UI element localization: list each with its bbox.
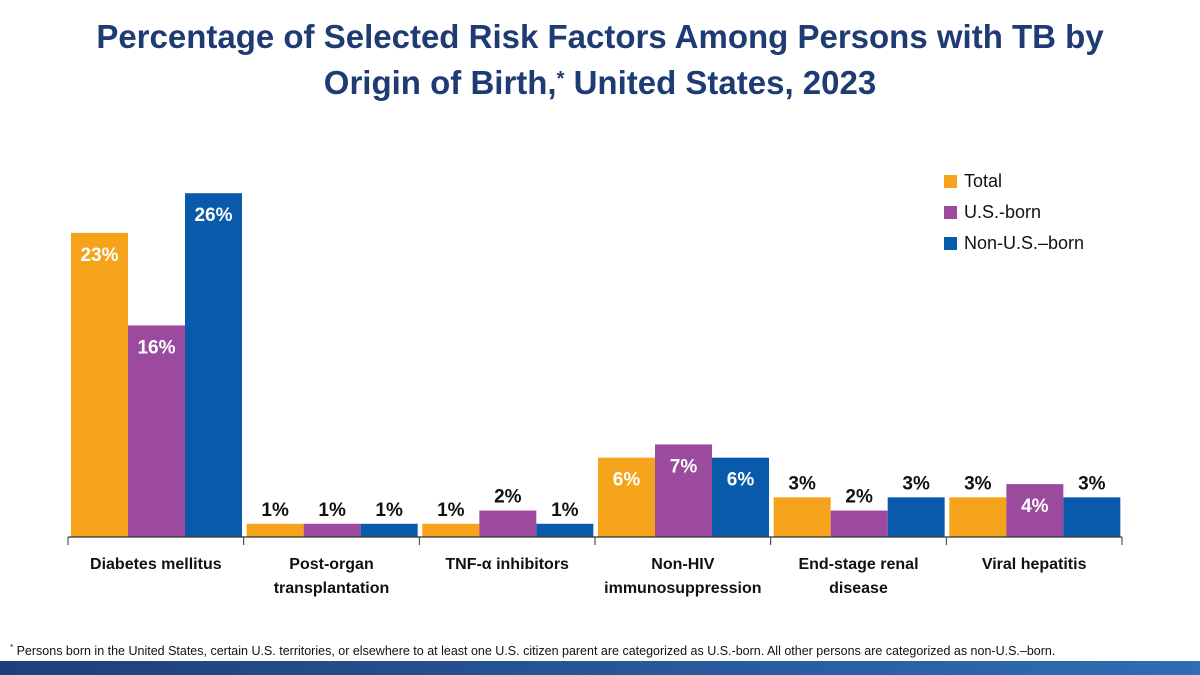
bar-total	[246, 523, 304, 537]
legend-swatch-us-born	[944, 206, 957, 219]
legend-label-total: Total	[964, 171, 1003, 191]
data-label-total: 6%	[613, 470, 641, 491]
data-label-total: 1%	[437, 500, 465, 521]
data-label-us-born: 2%	[494, 487, 522, 508]
legend-item-non-us-born: Non-U.S.–born	[944, 228, 1084, 259]
category-label: disease	[829, 580, 888, 597]
bar-non-us-born	[360, 523, 418, 537]
data-label-non-us-born: 3%	[1078, 473, 1106, 494]
data-label-us-born: 2%	[845, 487, 873, 508]
data-label-non-us-born: 3%	[902, 473, 930, 494]
data-label-us-born: 7%	[670, 456, 698, 477]
bar-us-born	[303, 523, 361, 537]
bar-total	[598, 457, 655, 537]
bar-non-us-born	[712, 457, 769, 537]
bar-total	[422, 523, 480, 537]
bar-total	[71, 232, 128, 537]
data-label-total: 23%	[80, 245, 118, 266]
data-label-non-us-born: 26%	[194, 205, 232, 226]
category-label: immunosuppression	[604, 580, 761, 597]
bar-us-born	[128, 325, 185, 537]
legend-item-us-born: U.S.-born	[944, 197, 1084, 228]
category-label: TNF-α inhibitors	[445, 556, 569, 573]
title-line-1: Percentage of Selected Risk Factors Amon…	[96, 18, 1104, 55]
category-label: Non-HIV	[651, 556, 714, 573]
bar-us-born	[1006, 484, 1064, 537]
bar-us-born	[830, 510, 888, 537]
bar-non-us-born	[887, 497, 945, 537]
bar-non-us-born	[185, 193, 242, 537]
data-label-non-us-born: 1%	[551, 500, 579, 521]
data-label-total: 3%	[788, 473, 816, 494]
chart-title: Percentage of Selected Risk Factors Amon…	[0, 14, 1200, 106]
legend-item-total: Total	[944, 166, 1084, 197]
bar-total	[773, 497, 831, 537]
legend-label-us-born: U.S.-born	[964, 202, 1042, 222]
category-label: Post-organ	[289, 556, 373, 573]
legend-swatch-total	[944, 175, 957, 188]
category-label: Diabetes mellitus	[90, 556, 222, 573]
bar-non-us-born	[536, 523, 594, 537]
bar-total	[949, 497, 1007, 537]
title-line-2: Origin of Birth,* United States, 2023	[323, 64, 877, 101]
data-label-us-born: 4%	[1021, 496, 1049, 517]
category-label: End-stage renal	[798, 556, 918, 573]
data-label-us-born: 16%	[137, 337, 175, 358]
category-label: Viral hepatitis	[982, 556, 1087, 573]
data-label-total: 1%	[261, 500, 289, 521]
bar-non-us-born	[1063, 497, 1121, 537]
data-label-us-born: 1%	[318, 500, 346, 521]
legend-swatch-non-us-born	[944, 237, 957, 250]
bar-us-born	[479, 510, 537, 537]
data-label-non-us-born: 1%	[375, 500, 403, 521]
legend-label-non-us-born: Non-U.S.–born	[964, 233, 1085, 253]
footnote: * Persons born in the United States, cer…	[10, 643, 1056, 659]
legend: Total U.S.-born Non-U.S.–born	[944, 166, 1084, 259]
bar-us-born	[655, 444, 712, 537]
data-label-total: 3%	[964, 473, 992, 494]
data-label-non-us-born: 6%	[727, 470, 755, 491]
category-label: transplantation	[274, 580, 390, 597]
bottom-bar	[0, 661, 1200, 675]
